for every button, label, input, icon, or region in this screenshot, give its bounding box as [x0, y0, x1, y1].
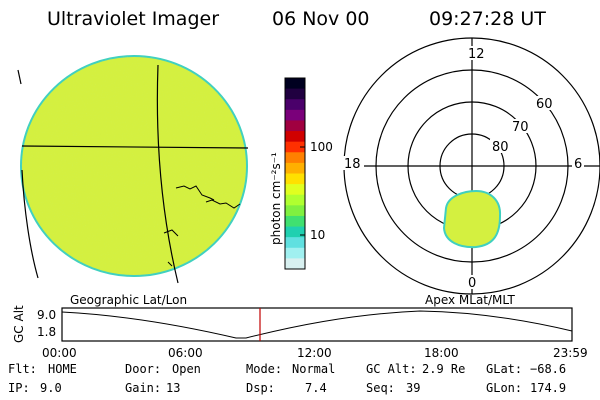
mlt-label-6: 6: [574, 157, 582, 172]
mlt-label-18: 18: [344, 157, 361, 172]
colorbar-band: [285, 152, 305, 164]
colorbar-band: [285, 226, 305, 238]
colorbar-band: [285, 120, 305, 132]
lat-label-80: 80: [492, 140, 509, 155]
lat-label-60: 60: [536, 97, 553, 112]
colorbar-band: [285, 88, 305, 100]
instrument-title: Ultraviolet Imager: [47, 8, 220, 30]
coastline: [163, 185, 241, 267]
apex-panel-label: Apex MLat/MLT: [425, 293, 515, 307]
orbit-ytick-bottom: 1.8: [37, 325, 56, 339]
orbit-xtick-2359: 23:59: [553, 346, 588, 360]
colorbar-band: [285, 194, 305, 206]
auroral-oval-image: [442, 189, 502, 249]
dsp-value: 7.4: [305, 381, 327, 395]
orbit-xtick-0000: 00:00: [42, 346, 77, 360]
geographic-panel-label: Geographic Lat/Lon: [70, 293, 188, 307]
ip-label: IP:: [8, 381, 30, 395]
time-label: 09:27:28 UT: [429, 8, 546, 30]
seq-value: 39: [406, 381, 421, 395]
orbit-xtick-1800: 18:00: [424, 346, 459, 360]
mlt-label-12: 12: [468, 47, 485, 62]
orbit-altitude-plot: GC Alt 9.0 1.8 00:00 06:00 12:00 18:00 2…: [12, 305, 588, 360]
glon-label: GLon:: [486, 381, 523, 395]
colorbar-band: [285, 173, 305, 185]
orbit-xtick-0600: 06:00: [168, 346, 203, 360]
glat-label: GLat:: [486, 362, 523, 376]
lat-lon-grid: [17, 64, 249, 284]
flt-label: Flt:: [8, 362, 37, 376]
gcalt-label: GC Alt:: [366, 362, 417, 376]
colorbar-tick-100: 100: [310, 140, 333, 154]
lat-label-70: 70: [512, 120, 529, 135]
colorbar-band: [285, 237, 305, 249]
colorbar-tick-10: 10: [310, 228, 325, 242]
colorbar-band: [285, 78, 305, 90]
ip-value: 9.0: [40, 381, 62, 395]
glat-value: −68.6: [530, 362, 567, 376]
colorbar-band: [285, 184, 305, 196]
colorbar-band: [285, 215, 305, 228]
flt-value: HOME: [48, 362, 77, 376]
glon-value: 174.9: [530, 381, 567, 395]
orbit-ylabel: GC Alt: [12, 305, 26, 343]
door-value: Open: [172, 362, 201, 376]
colorbar-band: [285, 162, 305, 174]
mlt-label-0: 0: [468, 276, 476, 291]
gcalt-value: 2.9 Re: [422, 362, 466, 376]
mode-label: Mode:: [246, 362, 283, 376]
date-label: 06 Nov 00: [272, 8, 370, 30]
colorbar-band: [285, 109, 305, 121]
earth-disk-image: [20, 55, 248, 277]
gain-value: 13: [166, 381, 181, 395]
colorbar-band: [285, 205, 305, 217]
dsp-label: Dsp:: [246, 381, 275, 395]
colorbar-band: [285, 247, 305, 259]
altitude-curve: [61, 310, 573, 339]
door-label: Door:: [125, 362, 162, 376]
seq-label: Seq:: [366, 381, 395, 395]
orbit-ytick-top: 9.0: [37, 308, 56, 322]
colorbar-band: [285, 131, 305, 143]
orbit-xtick-1200: 12:00: [297, 346, 332, 360]
color-scale-bar: 100 10 photon cm⁻²s⁻¹: [269, 77, 333, 270]
colorbar-band: [285, 99, 305, 111]
colorbar-band: [285, 258, 305, 270]
colorbar-band: [285, 141, 305, 153]
mode-value: Normal: [292, 362, 336, 376]
gain-label: Gain:: [125, 381, 162, 395]
status-footer: Flt: HOME IP: 9.0 Door: Open Gain: 13 Mo…: [0, 362, 600, 400]
colorbar-unit-label: photon cm⁻²s⁻¹: [269, 152, 283, 245]
